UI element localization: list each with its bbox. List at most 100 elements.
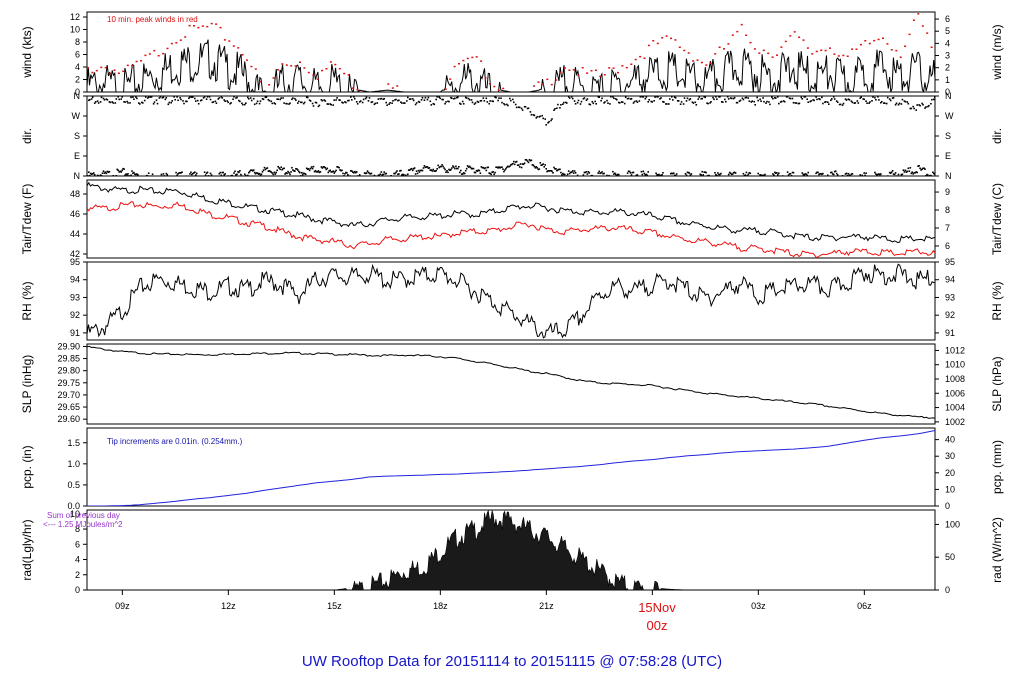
dir-point: [594, 100, 596, 103]
dir-point: [645, 173, 648, 176]
dir-point: [466, 165, 469, 167]
dir-point: [191, 173, 193, 176]
peak-point: [802, 39, 805, 41]
dir-point: [601, 171, 603, 173]
peak-point: [771, 56, 774, 58]
dir-point: [707, 102, 709, 105]
dir-point: [463, 172, 466, 175]
peak-point: [365, 94, 367, 96]
dir-point: [295, 168, 297, 170]
dir-point: [403, 102, 405, 104]
dir-point: [582, 98, 585, 100]
dir-point: [788, 173, 791, 175]
dir-point: [789, 97, 792, 100]
dir-point: [357, 175, 360, 176]
dir-point: [267, 98, 270, 101]
dir-point: [273, 102, 276, 104]
dir-point: [865, 172, 867, 174]
dir-point: [312, 105, 315, 107]
dir-point: [501, 101, 503, 104]
dir-point: [925, 175, 927, 176]
dir-point: [152, 103, 155, 105]
peak-point: [246, 59, 248, 61]
dir-point: [221, 171, 224, 174]
peak-point: [674, 39, 677, 41]
dir-point: [629, 172, 632, 174]
dir-point: [116, 168, 118, 171]
dir-point: [231, 174, 233, 176]
dir-point: [406, 175, 408, 176]
dir-point: [643, 172, 646, 175]
dir-point: [549, 170, 551, 172]
dir-point: [371, 175, 374, 176]
peak-point: [731, 34, 734, 36]
dir-point: [263, 166, 266, 169]
peak-point: [639, 55, 642, 58]
dir-point: [391, 102, 393, 104]
dir-point: [514, 103, 517, 106]
dir-point: [166, 173, 169, 176]
peak-point: [568, 69, 571, 71]
dir-point: [371, 101, 374, 103]
peak-point: [572, 69, 575, 71]
dir-point: [471, 101, 474, 104]
dir-point: [464, 169, 467, 172]
dir-point: [804, 96, 807, 98]
dir-ytick-label: N: [74, 171, 81, 181]
dir-point: [97, 102, 100, 104]
dir-point: [91, 96, 94, 98]
dir-point: [257, 173, 260, 175]
dir-point: [293, 170, 295, 172]
dir-point: [227, 101, 229, 104]
dir-point: [203, 171, 206, 173]
dir-point: [934, 173, 935, 175]
dir-point: [393, 172, 395, 175]
dir-point: [547, 122, 549, 124]
dir-point: [262, 98, 265, 101]
dir-point: [491, 100, 493, 102]
dir-point: [842, 102, 845, 105]
peak-point: [219, 26, 222, 29]
dir-point: [846, 174, 849, 176]
dir-point: [815, 172, 817, 175]
dir-point: [121, 96, 123, 98]
slp-ytick-right-label: 1012: [945, 345, 965, 355]
dir-point: [108, 170, 111, 173]
peak-point: [630, 63, 633, 65]
dir-point: [447, 100, 449, 103]
slp-ytick-label: 29.60: [57, 414, 80, 424]
dir-point: [467, 166, 470, 168]
dir-point: [590, 174, 593, 176]
dir-point: [174, 98, 176, 101]
dir-ytick-label: W: [72, 111, 81, 121]
pcp-series-line: [87, 430, 935, 506]
dir-point: [845, 172, 848, 175]
dir-point: [232, 98, 234, 100]
dir-point: [861, 174, 863, 176]
dir-point: [807, 171, 809, 174]
slp-ytick-right-label: 1010: [945, 360, 965, 370]
dir-point: [192, 172, 194, 175]
peak-point: [95, 69, 98, 72]
dir-point: [289, 173, 291, 176]
dir-point: [772, 173, 774, 175]
dir-point: [574, 103, 577, 105]
peak-point: [895, 49, 898, 52]
dir-point: [429, 169, 432, 171]
dir-point: [676, 100, 679, 102]
dir-point: [713, 98, 715, 101]
dir-point: [311, 102, 314, 105]
dir-point: [832, 96, 835, 98]
dir-point: [539, 115, 542, 118]
dir-point: [532, 114, 535, 116]
dir-point: [600, 172, 602, 174]
dir-point: [388, 103, 390, 105]
dir-point: [90, 98, 93, 100]
dir-point: [847, 172, 850, 175]
dir-point: [632, 171, 635, 174]
dir-point: [642, 96, 645, 98]
dir-point: [492, 171, 494, 173]
dir-point: [129, 102, 131, 104]
dir-point: [484, 167, 487, 169]
dir-point: [901, 173, 904, 176]
